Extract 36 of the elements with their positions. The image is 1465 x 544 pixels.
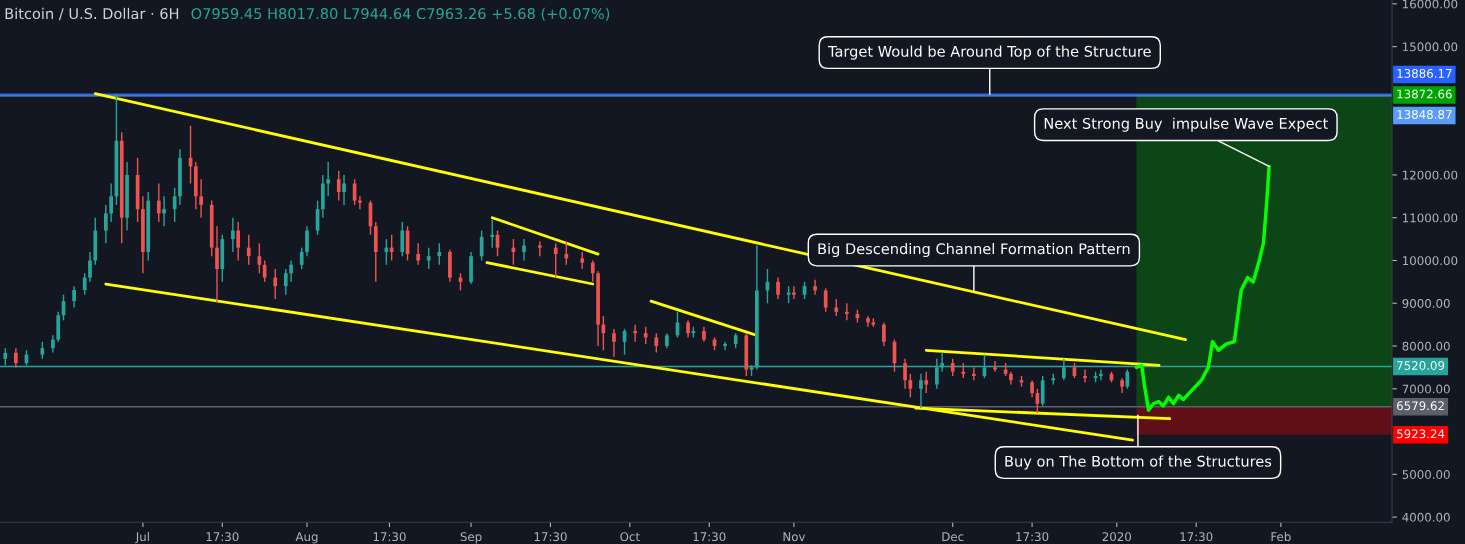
x-tick-label: Nov xyxy=(783,532,806,542)
ref-line-label: 13886.17 xyxy=(1397,68,1452,78)
chart-title: Bitcoin / U.S. Dollar · 6H xyxy=(5,7,179,21)
x-tick-label: 17:30 xyxy=(373,532,406,542)
x-tick-label: Jul xyxy=(135,531,149,544)
x-tick-label: 17:30 xyxy=(1180,532,1213,542)
ref-line-label: 13848.87 xyxy=(1397,109,1452,119)
y-tick-label: 15000.00 xyxy=(1403,42,1458,52)
y-tick-label: 16000.00 xyxy=(1403,0,1458,9)
chart-subtitle: O7959.45 H8017.80 L7944.64 C7963.26 +5.68 (+0.07%) xyxy=(191,7,610,21)
y-tick-label: 4000.00 xyxy=(1402,512,1450,522)
x-tick-label: Oct xyxy=(620,532,640,542)
annotation: Target Would be Around Top of the Structure xyxy=(827,45,1151,60)
ref-line-label: 6579.62 xyxy=(1396,401,1444,411)
y-tick-label: 11000.00 xyxy=(1403,213,1458,223)
x-tick-label: 17:30 xyxy=(693,532,726,542)
x-tick-label: Sep xyxy=(460,532,482,544)
y-tick-label: 5000.00 xyxy=(1402,470,1450,479)
x-tick-label: 17:30 xyxy=(534,532,567,542)
x-tick-label: 17:30 xyxy=(1016,532,1049,542)
x-tick-label: Feb xyxy=(1271,531,1291,542)
y-tick-label: 9000.00 xyxy=(1402,298,1450,308)
y-tick-label: 10000.00 xyxy=(1403,256,1458,266)
y-tick-label: 8000.00 xyxy=(1402,341,1450,351)
x-tick-label: Dec xyxy=(942,532,964,542)
y-tick-label: 7000.00 xyxy=(1402,384,1450,394)
x-tick-label: Aug xyxy=(295,532,318,544)
annotation: Big Descending Channel Formation Pattern xyxy=(818,242,1130,258)
x-tick-label: 2020 xyxy=(1102,532,1132,542)
x-tick-label: 17:30 xyxy=(206,532,239,542)
band-label: 5923.24 xyxy=(1397,429,1445,439)
annotation: Next Strong Buy impulse Wave Expect xyxy=(1044,117,1328,132)
ref-line-label: 7520.09 xyxy=(1397,361,1445,370)
y-tick-label: 12000.00 xyxy=(1403,170,1458,180)
band-label: 13872.66 xyxy=(1397,89,1452,99)
annotation: Buy on The Bottom of the Structures xyxy=(1005,455,1272,470)
